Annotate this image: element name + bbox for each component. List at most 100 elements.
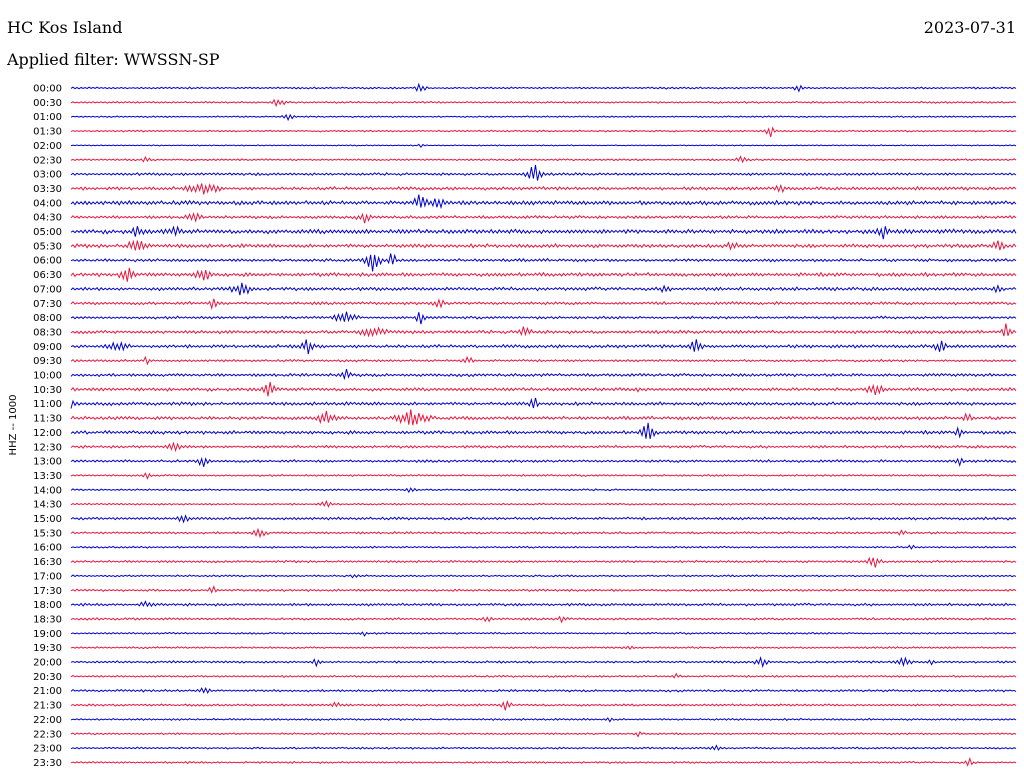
time-tick-label: 22:00 [33,715,62,726]
time-tick-label: 17:00 [33,571,62,582]
trace-row [70,672,1017,679]
time-tick-label: 06:30 [33,270,62,281]
trace-group [70,82,1017,767]
trace-row [70,267,1017,282]
trace-row [70,225,1017,240]
time-tick-label: 00:30 [33,98,62,109]
trace-row [70,686,1017,695]
time-tick-label: 02:00 [33,141,62,152]
time-tick-label: 12:30 [33,442,62,453]
time-tick-label: 08:00 [33,313,62,324]
trace-row [70,487,1017,494]
trace-row [70,717,1017,723]
time-tick-label: 05:30 [33,241,62,252]
time-tick-label: 13:30 [33,471,62,482]
trace-row [70,355,1017,366]
trace-row [70,211,1017,224]
trace-row [70,397,1017,409]
trace-row [70,409,1017,426]
time-tick-label: 05:00 [33,227,62,238]
trace-row [70,730,1017,738]
time-tick-label: 00:00 [33,84,62,95]
trace-row [70,253,1017,272]
time-tick-label: 17:30 [33,586,62,597]
time-tick-label: 16:00 [33,543,62,554]
trace-row [70,600,1017,608]
time-tick-label: 19:00 [33,629,62,640]
time-tick-label: 23:00 [33,744,62,755]
time-tick-label: 04:30 [33,213,62,224]
filter-label: Applied filter: WWSSN-SP [7,50,220,69]
time-tick-label: 01:30 [33,127,62,138]
time-tick-label: 07:00 [33,284,62,295]
trace-row [70,544,1017,550]
trace-row [70,699,1017,711]
trace-row [70,556,1017,568]
time-tick-label: 15:30 [33,528,62,539]
time-tick-label: 13:00 [33,457,62,468]
trace-row [70,143,1017,149]
time-tick-label: 16:30 [33,557,62,568]
time-tick-label: 10:00 [33,371,62,382]
time-tick-label: 04:00 [33,198,62,209]
time-tick-label: 12:00 [33,428,62,439]
time-tick-label: 06:00 [33,256,62,267]
trace-row [70,645,1017,651]
date-label: 2023-07-31 [923,18,1016,37]
trace-row [70,155,1017,164]
trace-row [70,457,1017,468]
trace-row [70,339,1017,355]
trace-row [70,585,1017,594]
time-tick-label: 07:30 [33,299,62,310]
trace-row [70,368,1017,381]
time-tick-label: 03:00 [33,170,62,181]
trace-row [70,311,1017,325]
trace-row [70,381,1017,397]
trace-row [70,113,1017,122]
trace-row [70,323,1017,338]
trace-row [70,615,1017,624]
time-tick-label: 11:00 [33,399,62,410]
trace-row [70,756,1017,767]
trace-row [70,126,1017,137]
time-tick-label: 08:30 [33,327,62,338]
time-tick-label: 10:30 [33,385,62,396]
time-tick-label: 19:30 [33,643,62,654]
trace-row [70,164,1017,181]
time-tick-label: 02:30 [33,155,62,166]
time-tick-label: 20:00 [33,658,62,669]
trace-row [70,499,1017,508]
trace-row [70,422,1017,440]
trace-row [70,527,1017,539]
time-tick-label: 23:30 [33,758,62,769]
time-tick-label: 21:00 [33,686,62,697]
trace-row [70,298,1017,311]
trace-row [70,282,1017,296]
trace-row [70,182,1017,195]
time-tick-label: 22:30 [33,729,62,740]
y-axis-label: HHZ -- 1000 [8,395,19,456]
trace-row [70,631,1017,637]
trace-row [70,514,1017,524]
trace-row [70,98,1017,108]
time-tick-label: 21:30 [33,701,62,712]
time-tick-labels: 00:00 00:30 01:00 01:30 02:00 02:30 03:00 03:30… [33,84,62,769]
time-tick-label: 20:30 [33,672,62,683]
time-tick-label: 14:30 [33,500,62,511]
time-tick-label: 03:30 [33,184,62,195]
time-tick-label: 14:00 [33,485,62,496]
time-tick-label: 09:30 [33,356,62,367]
trace-row [70,194,1017,210]
time-tick-label: 18:00 [33,600,62,611]
trace-row [70,82,1017,93]
time-tick-label: 11:30 [33,414,62,425]
time-tick-label: 18:30 [33,614,62,625]
trace-row [70,472,1017,480]
time-tick-label: 09:00 [33,342,62,353]
time-tick-label: 01:00 [33,112,62,123]
trace-row [70,655,1017,669]
trace-row [70,744,1017,751]
trace-row [70,441,1017,453]
